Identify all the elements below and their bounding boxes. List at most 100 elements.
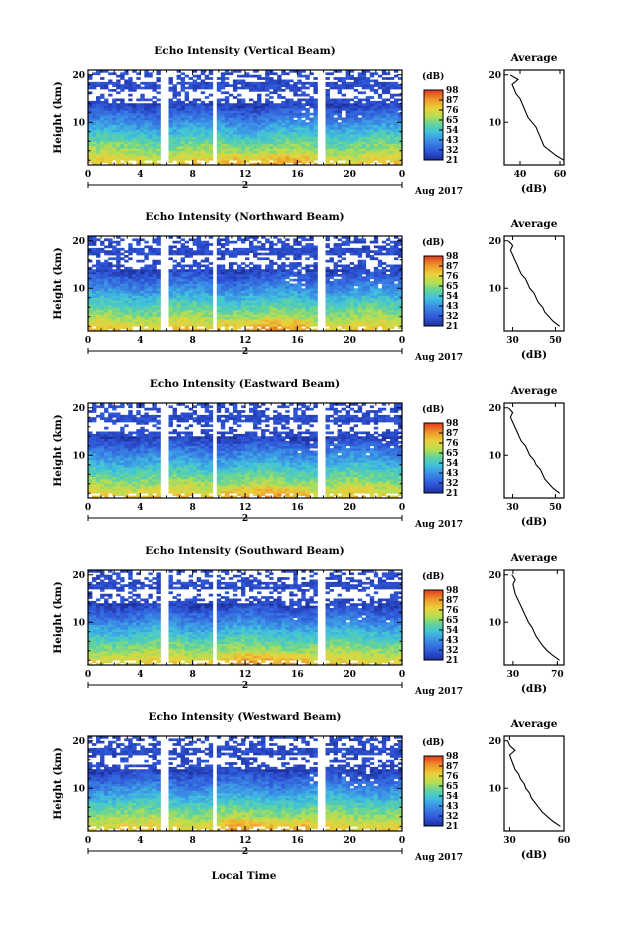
avg-y-tick-label: 10	[488, 451, 501, 461]
avg-title: Average	[510, 52, 558, 64]
avg-y-tick-label: 20	[488, 737, 501, 747]
x-tick-label: 4	[137, 836, 143, 846]
avg-profile-line	[510, 75, 564, 161]
colorbar-tick-label: 65	[446, 116, 459, 126]
y-tick-label: 10	[72, 451, 85, 461]
avg-y-tick-label: 20	[488, 71, 501, 81]
avg-x-tick-label: 50	[549, 336, 562, 346]
avg-x-tick-label: 30	[507, 670, 520, 680]
colorbar-tick-label: 98	[446, 86, 459, 96]
x-tick-label: 4	[137, 670, 143, 680]
colorbar-unit: (dB)	[422, 71, 444, 82]
x-tick-label: 8	[190, 836, 196, 846]
x-tick-label: 0	[85, 670, 91, 680]
x-tick-label: 0	[399, 503, 405, 513]
colorbar-tick-label: 54	[446, 126, 459, 136]
x-tick-label: 0	[85, 336, 91, 346]
y-tick-label: 20	[72, 571, 85, 581]
x-tick-label: 0	[85, 170, 91, 180]
avg-title: Average	[510, 552, 558, 564]
heatmap	[88, 236, 402, 331]
heatmap	[88, 403, 402, 498]
colorbar-unit: (dB)	[422, 237, 444, 248]
x-tick-label: 20	[343, 503, 356, 513]
date-tick-label: 2	[242, 681, 248, 691]
x-tick-label: 16	[291, 336, 304, 346]
x-tick-label: 12	[239, 336, 252, 346]
x-tick-label: 20	[343, 836, 356, 846]
x-tick-label: 16	[291, 836, 304, 846]
panel-title: Echo Intensity (Eastward Beam)	[150, 378, 340, 390]
avg-x-axis-label: (dB)	[521, 849, 547, 861]
avg-frame	[504, 403, 564, 498]
avg-x-axis-label: (dB)	[521, 683, 547, 695]
y-axis-label: Height (km)	[52, 747, 64, 819]
colorbar-tick-label: 65	[446, 616, 459, 626]
heatmap	[88, 570, 402, 665]
avg-title: Average	[510, 218, 558, 230]
avg-y-tick-label: 10	[488, 784, 501, 794]
colorbar-tick-label: 21	[446, 656, 459, 666]
colorbar-tick-label: 76	[446, 272, 459, 282]
x-tick-label: 4	[137, 336, 143, 346]
avg-title: Average	[510, 385, 558, 397]
colorbar-tick-label: 65	[446, 782, 459, 792]
avg-y-tick-label: 10	[488, 118, 501, 128]
x-tick-label: 4	[137, 503, 143, 513]
avg-frame	[504, 736, 564, 831]
panel-title: Echo Intensity (Westward Beam)	[148, 711, 341, 723]
x-tick-label: 8	[190, 503, 196, 513]
y-tick-label: 10	[72, 118, 85, 128]
y-tick-label: 20	[72, 237, 85, 247]
y-axis-label: Height (km)	[52, 414, 64, 486]
x-tick-label: 0	[85, 503, 91, 513]
colorbar-tick-label: 87	[446, 762, 459, 772]
x-tick-label: 0	[399, 336, 405, 346]
avg-x-axis-label: (dB)	[521, 516, 547, 528]
avg-x-tick-label: 30	[503, 836, 516, 846]
y-tick-label: 10	[72, 784, 85, 794]
panel-title: Echo Intensity (Southward Beam)	[145, 545, 344, 557]
x-tick-label: 12	[239, 836, 252, 846]
avg-y-tick-label: 20	[488, 237, 501, 247]
colorbar-tick-label: 21	[446, 822, 459, 832]
date-label: Aug 2017	[414, 353, 463, 363]
y-tick-label: 20	[72, 404, 85, 414]
avg-x-tick-label: 30	[506, 336, 519, 346]
colorbar-tick-label: 87	[446, 96, 459, 106]
colorbar-tick-label: 65	[446, 282, 459, 292]
colorbar-unit: (dB)	[422, 737, 444, 748]
x-tick-label: 20	[343, 670, 356, 680]
avg-y-tick-label: 20	[488, 404, 501, 414]
y-axis-label: Height (km)	[52, 581, 64, 653]
colorbar-tick-label: 87	[446, 429, 459, 439]
colorbar-tick-label: 54	[446, 792, 459, 802]
date-tick-label: 2	[242, 514, 248, 524]
avg-x-tick-label: 30	[506, 503, 519, 513]
colorbar-tick-label: 32	[446, 812, 459, 822]
colorbar-tick-label: 32	[446, 146, 459, 156]
avg-x-tick-label: 50	[549, 503, 562, 513]
colorbar-tick-label: 98	[446, 752, 459, 762]
y-tick-label: 20	[72, 737, 85, 747]
colorbar-tick-label: 54	[446, 292, 459, 302]
avg-profile-line	[508, 408, 559, 494]
x-tick-label: 16	[291, 503, 304, 513]
avg-y-tick-label: 10	[488, 284, 501, 294]
avg-frame	[504, 70, 564, 165]
colorbar-unit: (dB)	[422, 404, 444, 415]
colorbar-tick-label: 76	[446, 106, 459, 116]
date-label: Aug 2017	[414, 687, 463, 697]
colorbar-tick-label: 21	[446, 156, 459, 166]
colorbar-tick-label: 98	[446, 586, 459, 596]
colorbar-tick-label: 98	[446, 252, 459, 262]
date-label: Aug 2017	[414, 187, 463, 197]
x-tick-label: 0	[399, 670, 405, 680]
x-tick-label: 8	[190, 336, 196, 346]
avg-title: Average	[510, 718, 558, 730]
y-tick-label: 20	[72, 71, 85, 81]
avg-y-tick-label: 10	[488, 618, 501, 628]
